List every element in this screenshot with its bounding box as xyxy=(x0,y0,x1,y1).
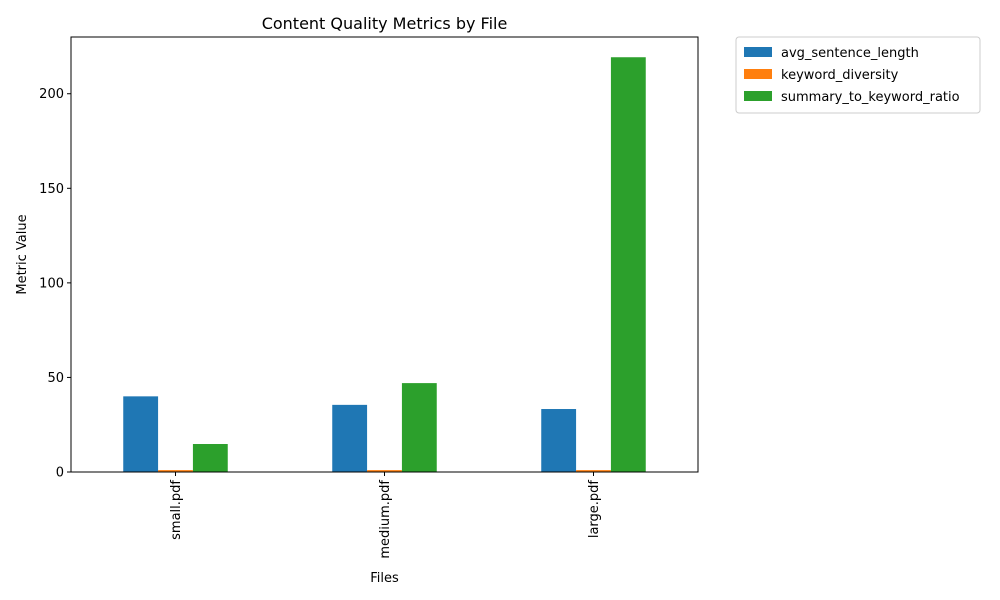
bar-summary_to_keyword_ratio-medium.pdf xyxy=(401,383,437,472)
bar-keyword_diversity-small.pdf xyxy=(158,470,193,472)
bar-keyword_diversity-medium.pdf xyxy=(367,470,402,472)
legend-swatch-summary_to_keyword_ratio xyxy=(744,91,772,101)
legend-swatch-avg_sentence_length xyxy=(744,47,772,57)
y-tick-label: 100 xyxy=(39,276,64,291)
x-tick-label: small.pdf xyxy=(169,480,184,540)
legend: avg_sentence_length keyword_diversitysumm… xyxy=(735,36,981,114)
chart-title: Content Quality Metrics by File xyxy=(262,14,508,33)
y-tick-label: 150 xyxy=(39,182,64,197)
bar-summary_to_keyword_ratio-large.pdf xyxy=(610,57,646,473)
y-tick-label: 0 xyxy=(56,466,64,481)
x-axis-label: Files xyxy=(370,571,399,586)
legend-swatch-keyword_diversity xyxy=(744,69,772,79)
legend-label-summary_to_keyword_ratio: summary_to_keyword_ratio xyxy=(781,90,960,105)
legend-label-avg_sentence_length: avg_sentence_length xyxy=(781,46,919,61)
bars-layer xyxy=(123,57,646,473)
y-tick-label: 200 xyxy=(39,87,64,102)
legend-label-keyword_diversity: keyword_diversity xyxy=(781,68,899,83)
x-tick-label: large.pdf xyxy=(587,480,602,539)
y-axis: 0 50 100 150 200 xyxy=(39,87,71,481)
y-tick-label: 50 xyxy=(47,371,64,386)
legend-frame xyxy=(735,36,981,114)
x-tick-label: medium.pdf xyxy=(378,480,393,559)
y-axis-label: Metric Value xyxy=(15,214,30,294)
bar-avg_sentence_length-small.pdf xyxy=(123,396,159,472)
bar-keyword_diversity-large.pdf xyxy=(576,470,611,472)
x-axis: small.pdf medium.pdf large.pdf xyxy=(169,472,602,559)
bar-avg_sentence_length-medium.pdf xyxy=(332,404,368,472)
bar-summary_to_keyword_ratio-small.pdf xyxy=(192,444,228,472)
bar-avg_sentence_length-large.pdf xyxy=(541,409,577,472)
